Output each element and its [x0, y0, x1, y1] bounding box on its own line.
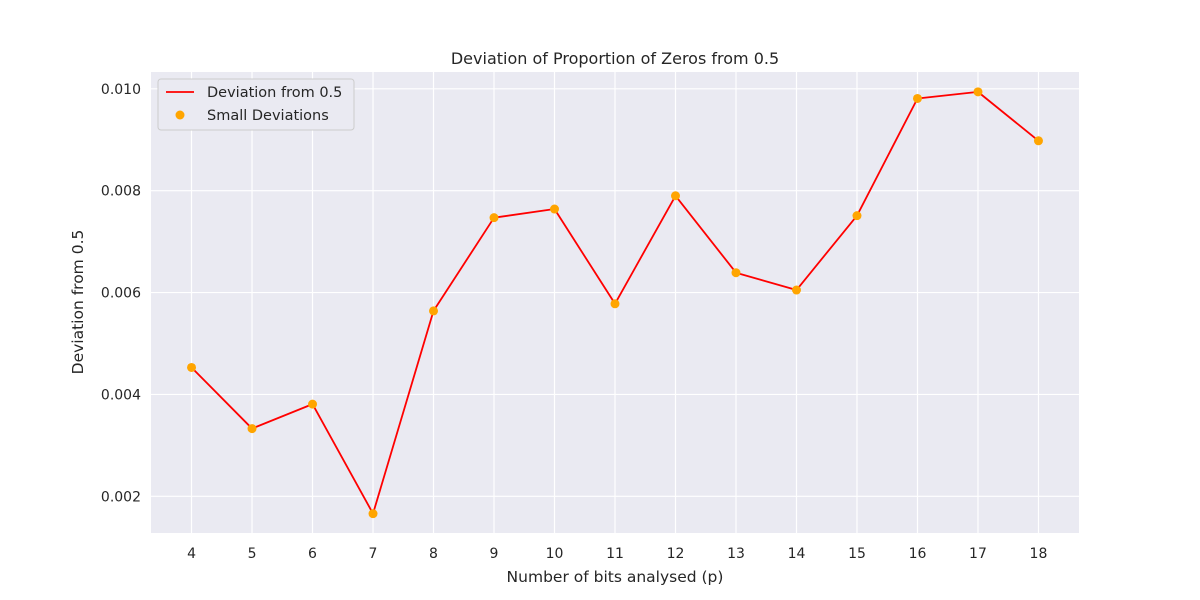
x-tick-label: 6 [308, 546, 317, 562]
data-point [791, 285, 801, 295]
x-tick-label: 11 [606, 546, 624, 562]
data-point [1033, 136, 1043, 146]
data-point [247, 424, 257, 434]
x-tick-label: 8 [429, 546, 438, 562]
data-point [973, 87, 983, 97]
x-tick-label: 5 [248, 546, 257, 562]
x-tick-label: 9 [490, 546, 499, 562]
legend-box [157, 78, 355, 131]
x-tick-label: 7 [369, 546, 378, 562]
data-point [187, 362, 197, 372]
x-tick-label: 4 [187, 546, 196, 562]
data-point [670, 191, 680, 201]
y-tick-label: 0.010 [101, 82, 141, 98]
y-tick-label: 0.002 [101, 489, 141, 505]
x-tick-label: 12 [667, 546, 685, 562]
data-point [610, 299, 620, 309]
x-tick-label: 13 [727, 546, 745, 562]
x-axis-label: Number of bits analysed (p) [507, 568, 724, 586]
x-tick-label: 17 [969, 546, 987, 562]
legend-label-scatter: Small Deviations [207, 108, 329, 124]
data-point [429, 306, 439, 316]
legend: Deviation from 0.5 Small Deviations [157, 78, 355, 131]
y-tick-label: 0.008 [101, 184, 141, 200]
data-point [308, 399, 318, 409]
data-point [368, 509, 378, 519]
legend-dot-marker [175, 110, 185, 120]
x-tick-label: 10 [546, 546, 564, 562]
series-layer [187, 87, 1043, 519]
data-point [550, 204, 560, 214]
chart-title: Deviation of Proportion of Zeros from 0.… [451, 49, 779, 68]
x-tick-label: 16 [909, 546, 927, 562]
legend-label-line: Deviation from 0.5 [207, 85, 342, 101]
x-tick-label: 14 [788, 546, 806, 562]
y-tick-label: 0.004 [101, 387, 141, 403]
data-point [912, 93, 922, 103]
y-axis-label: Deviation from 0.5 [69, 230, 87, 375]
grid-lines [151, 72, 1079, 533]
y-tick-label: 0.006 [101, 286, 141, 302]
data-point [489, 213, 499, 223]
data-point [852, 211, 862, 221]
x-tick-label: 18 [1030, 546, 1048, 562]
axis-ticks: 4 5 6 7 8 9 10 11 12 13 14 15 16 17 18 0.002 0.004 0.006 0… [101, 82, 1047, 562]
x-tick-label: 15 [848, 546, 866, 562]
data-point [731, 268, 741, 278]
